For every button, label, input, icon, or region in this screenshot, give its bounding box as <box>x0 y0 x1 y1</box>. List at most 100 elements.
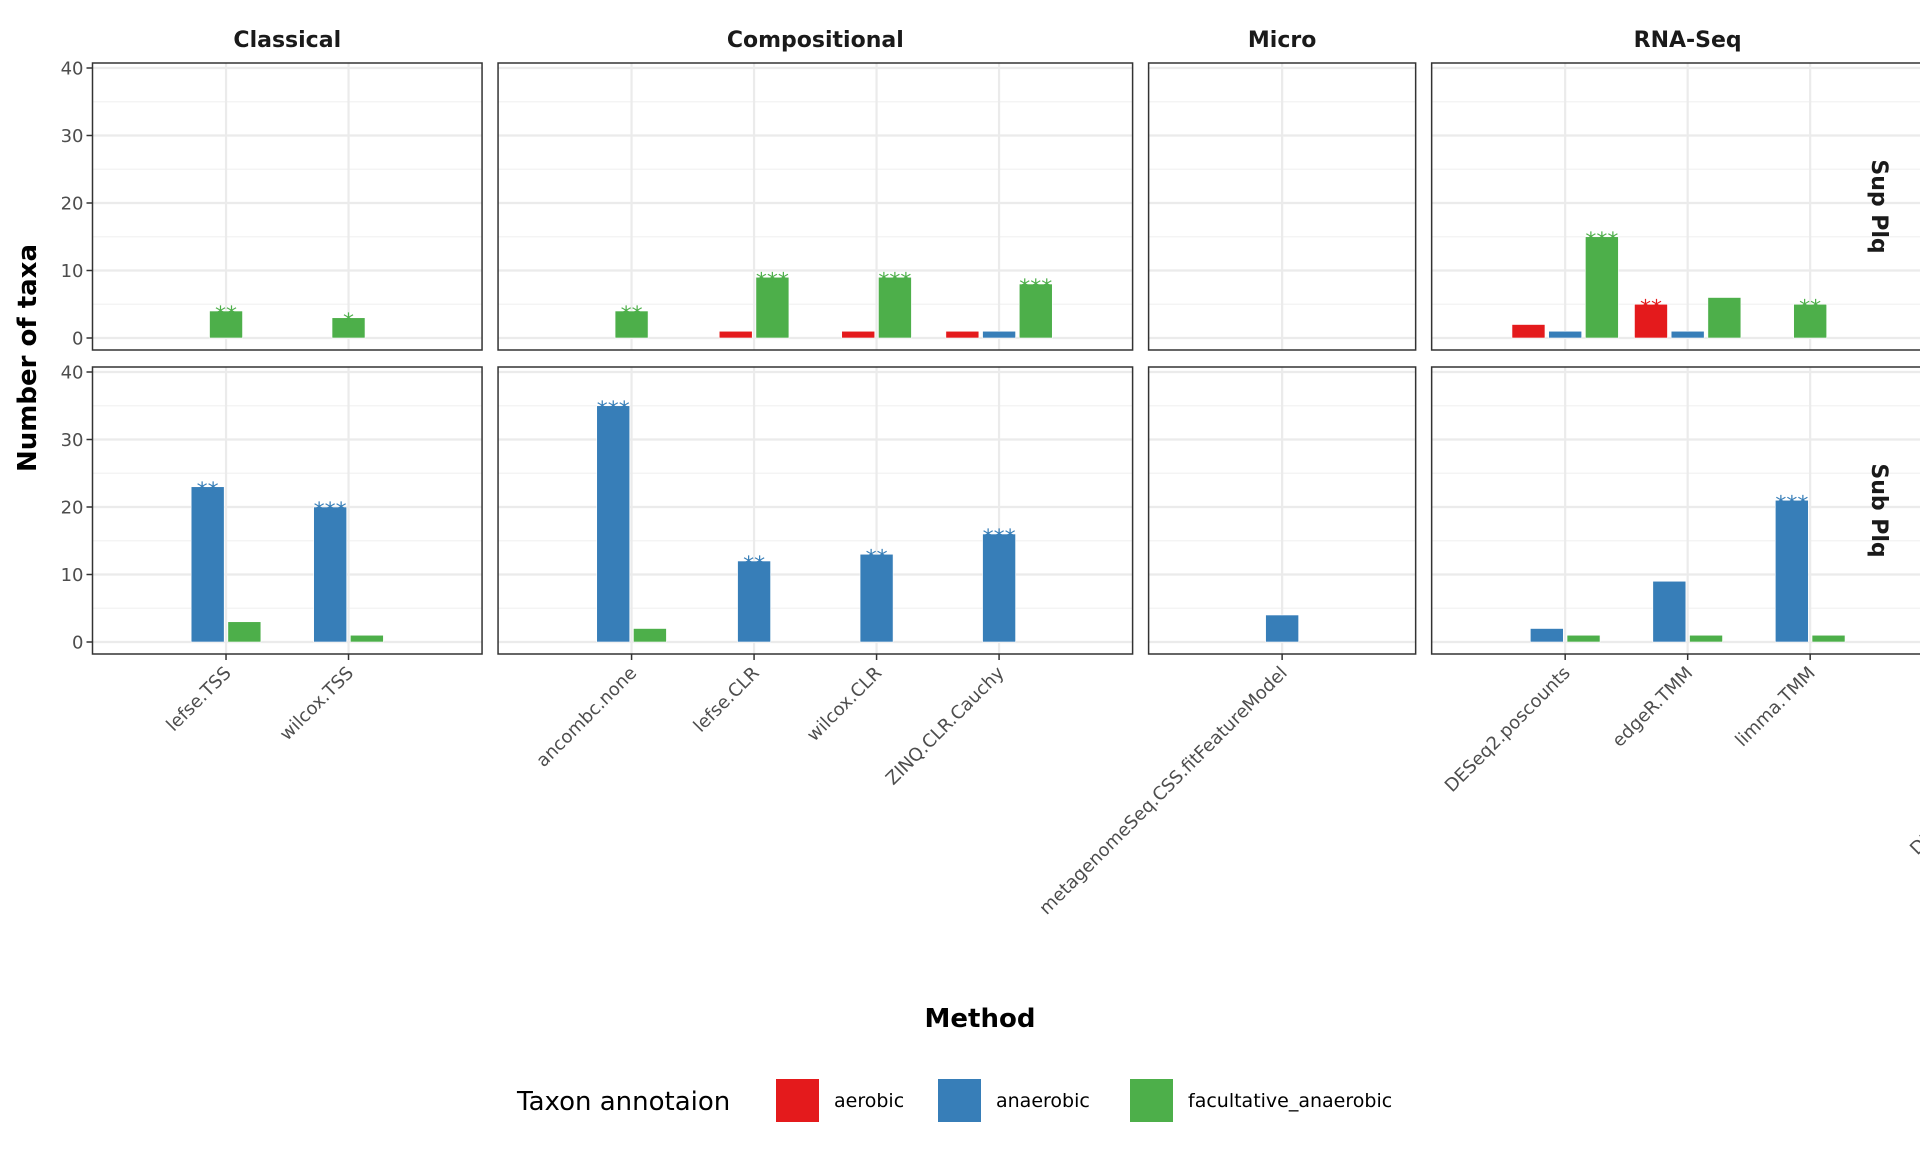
bar-facultative_anaerobic <box>1793 303 1827 339</box>
bar-facultative_anaerobic <box>1585 236 1619 339</box>
significance-label: ** <box>1799 296 1821 321</box>
significance-label: * <box>343 310 354 335</box>
significance-label: *** <box>597 398 630 423</box>
legend-key-anaerobic <box>938 1079 981 1122</box>
bar-facultative_anaerobic <box>1566 634 1601 643</box>
significance-label: ** <box>866 546 888 571</box>
bar-facultative_anaerobic <box>1707 297 1742 339</box>
bar-facultative_anaerobic <box>633 628 667 643</box>
significance-label: ** <box>621 303 643 328</box>
facet-panel: ***** ** <box>1430 62 1920 351</box>
significance-label: *** <box>983 526 1016 551</box>
significance-label: ** <box>215 303 237 328</box>
x-tick-label: lefse.CLR <box>690 663 764 737</box>
bar-anaerobic <box>1775 499 1809 643</box>
x-tick-label: ZINQ.CLR.Cauchy <box>882 662 1009 789</box>
panel-background <box>92 63 483 350</box>
y-tick-label: 10 <box>61 261 84 282</box>
bar-anaerobic <box>1265 614 1299 643</box>
bar-facultative_anaerobic <box>614 310 649 339</box>
bar-anaerobic <box>1652 580 1687 643</box>
y-tick-label: 40 <box>61 363 84 384</box>
significance-label: *** <box>1775 492 1808 517</box>
significance-label: ** <box>1640 296 1662 321</box>
bar-anaerobic <box>596 405 631 643</box>
column-strip-label: RNA-Seq <box>1634 28 1742 53</box>
facet-panel: ***** *****ancombc.none lefse.CLR wilcox.CL… <box>497 366 1134 789</box>
bar-facultative_anaerobic <box>350 634 384 643</box>
row-strip-label: Sub Plq <box>1866 463 1891 557</box>
bar-aerobic <box>1634 303 1668 339</box>
column-strip-label: Classical <box>233 28 341 53</box>
x-tick-label: metagenomeSeq.CSS.fitFeatureModel <box>1035 663 1291 919</box>
panel-border <box>91 62 483 351</box>
legend-key-facultative_anaerobic <box>1130 1079 1173 1122</box>
bar-facultative_anaerobic <box>1811 634 1846 643</box>
y-axis-title: Number of taxa <box>13 244 43 472</box>
x-tick-label: lefse.TSS <box>162 663 235 736</box>
bar-anaerobic <box>1530 628 1564 643</box>
x-tick-label: DESeq2.poscounts.weighted <box>1906 663 1920 860</box>
x-tick-label: wilcox.CLR <box>803 663 886 746</box>
row-strip-label: Sup Plq <box>1866 159 1891 253</box>
bar-anaerobic <box>1670 330 1705 339</box>
significance-label: *** <box>756 269 789 294</box>
bar-anaerobic <box>313 506 347 643</box>
x-axis-title: Method <box>925 1004 1036 1034</box>
x-tick-label: ancombc.none <box>532 663 641 772</box>
significance-label: *** <box>878 269 911 294</box>
panel-border <box>497 366 1134 655</box>
y-tick-label: 0 <box>72 329 83 350</box>
panel-background <box>498 367 1133 654</box>
bar-facultative_anaerobic <box>331 317 366 339</box>
bar-facultative_anaerobic <box>755 276 790 339</box>
legend-title: Taxon annotaion <box>516 1087 730 1117</box>
significance-label: *** <box>314 499 347 524</box>
bar-facultative_anaerobic <box>878 276 912 339</box>
bar-facultative_anaerobic <box>1689 634 1723 643</box>
bar-facultative_anaerobic <box>209 310 243 339</box>
bar-anaerobic <box>982 533 1016 643</box>
y-tick-label: 30 <box>61 430 84 451</box>
y-tick-label: 10 <box>61 565 84 586</box>
panel-border <box>497 62 1134 351</box>
bar-aerobic <box>1511 324 1546 339</box>
bar-anaerobic <box>1548 330 1582 339</box>
panel-border <box>1147 62 1417 351</box>
bar-anaerobic <box>859 553 894 643</box>
bar-facultative_anaerobic <box>227 621 262 643</box>
y-tick-label: 40 <box>61 59 84 80</box>
facet-panel <box>1147 62 1417 351</box>
significance-label: ** <box>743 553 765 578</box>
x-tick-label: edgeR.TMM <box>1608 663 1697 752</box>
panel-border <box>1430 62 1920 351</box>
bar-aerobic <box>945 330 980 339</box>
bar-anaerobic <box>982 330 1016 339</box>
x-tick-label: limma.TMM <box>1731 663 1819 751</box>
column-strip-label: Compositional <box>727 28 904 53</box>
column-strip-label: Micro <box>1248 28 1316 53</box>
legend: Taxon annotaion aerobic anaerobic facultat… <box>516 1079 1392 1122</box>
legend-label: aerobic <box>834 1090 904 1112</box>
panel-background <box>1431 63 1920 350</box>
facet-panels: Classical** *010203040*****010203040lefse… <box>61 28 1920 919</box>
panel-background <box>92 367 483 654</box>
bar-anaerobic <box>737 560 771 643</box>
bar-facultative_anaerobic <box>1018 283 1053 339</box>
significance-label: *** <box>1019 276 1052 301</box>
y-tick-label: 30 <box>61 126 84 147</box>
bar-anaerobic <box>190 486 225 643</box>
y-tick-label: 0 <box>72 633 83 654</box>
facet-panel: *** DESeq2.poscounts edgeR.TMM limma.TMM <box>1430 366 1920 797</box>
bar-aerobic <box>718 330 753 339</box>
panel-border <box>91 366 483 655</box>
legend-label: facultative_anaerobic <box>1188 1090 1392 1112</box>
y-tick-label: 20 <box>61 498 84 519</box>
y-tick-label: 20 <box>61 194 84 215</box>
significance-label: ** <box>197 479 219 504</box>
bar-aerobic <box>841 330 876 339</box>
legend-label: anaerobic <box>996 1090 1090 1112</box>
